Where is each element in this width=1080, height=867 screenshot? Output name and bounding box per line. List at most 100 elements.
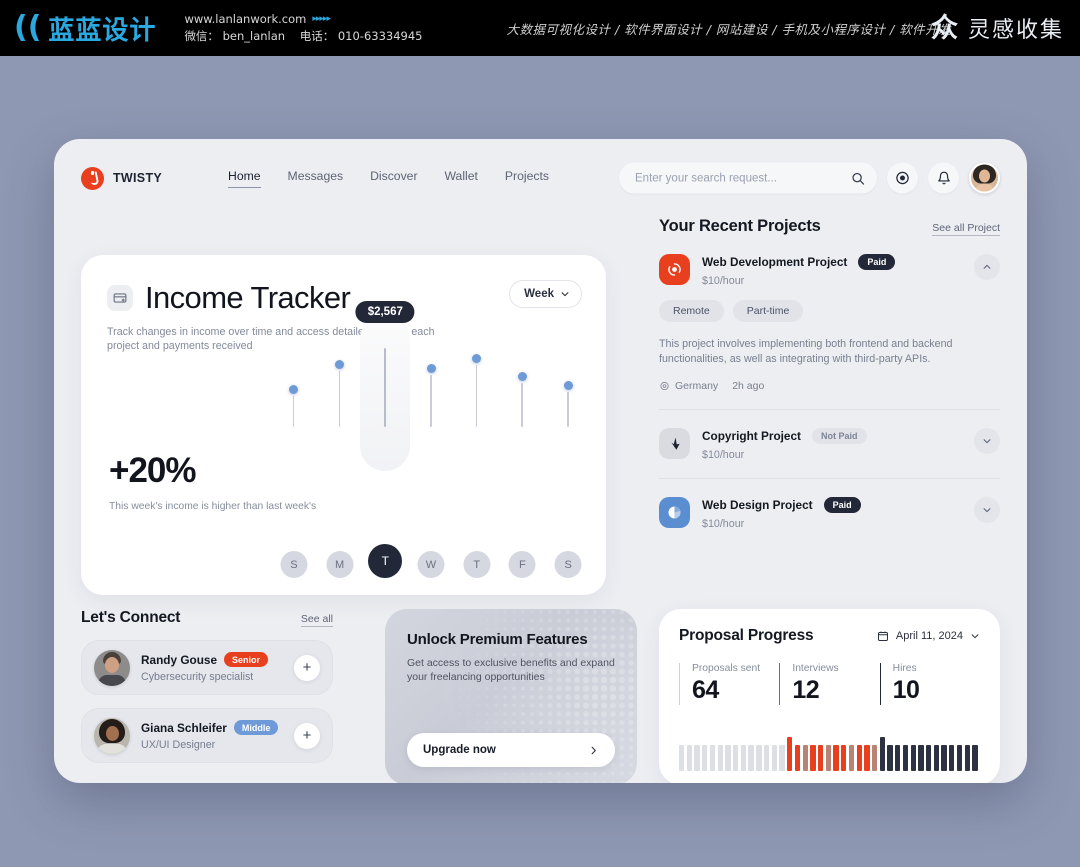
tick-mark [748,745,754,771]
chart-day-label-5[interactable]: F [508,551,536,578]
target-icon-button[interactable] [887,162,918,194]
tick-mark [833,745,839,771]
stat-label: Interviews [792,663,839,674]
project-meta: Germany 2h ago [659,380,1000,392]
tick-mark [810,745,816,771]
recent-projects-title: Your Recent Projects [659,217,821,235]
person-name: Giana Schleifer [141,720,227,735]
income-tracker-header: Income Tracker Track changes in income o… [81,255,606,353]
list-item[interactable]: Randy Gouse Senior Cybersecurity special… [81,640,333,695]
chart-column-friday[interactable]: F [499,307,545,582]
expand-project-button[interactable] [974,497,1000,523]
chart-day-label-4[interactable]: T [463,551,491,578]
period-selector[interactable]: Week [509,280,582,308]
search-input[interactable] [635,172,851,184]
chart-stem [338,370,341,427]
avatar [94,649,130,686]
tick-mark [871,745,878,771]
chart-point[interactable] [563,381,573,391]
period-selector-label: Week [524,288,554,300]
date-selector-label: April 11, 2024 [895,630,963,642]
chart-column-monday[interactable]: M [317,307,363,582]
tick-mark [817,745,824,771]
nav-item-home[interactable]: Home [228,169,261,188]
tick-mark [702,745,708,771]
red-node-icon [659,254,690,285]
nav-item-projects[interactable]: Projects [504,169,549,183]
brand[interactable]: TWISTY [81,166,162,190]
chart-day-label-0[interactable]: S [280,551,308,578]
upgrade-button[interactable]: Upgrade now [407,733,615,767]
chart-column-sunday[interactable]: S [271,307,317,582]
divider [659,409,1000,410]
add-person-button[interactable]: + [294,654,320,681]
upgrade-button-label: Upgrade now [423,744,496,756]
chart-day-label-3[interactable]: W [417,551,445,578]
chart-point[interactable] [426,363,436,373]
chart-point[interactable] [289,384,299,394]
income-card-icon [107,285,133,311]
project-name: Copyright Project [702,429,801,443]
person-role: Cybersecurity specialist [141,671,254,683]
tick-mark [779,745,785,771]
tick-mark [941,745,947,771]
watermark-logo: (( 蓝蓝设计 [14,10,156,47]
chart-column-saturday[interactable]: S [545,307,591,582]
income-tracker-title: Income Tracker [145,280,351,315]
date-selector[interactable]: April 11, 2024 [877,630,980,642]
see-all-projects-link[interactable]: See all Project [932,222,1000,236]
lets-connect-see-all[interactable]: See all [300,613,333,627]
project-item[interactable]: Copyright Project Not Paid $10/hour [659,428,1000,461]
status-badge: Not Paid [811,428,867,444]
tick-mark [694,745,700,771]
search-bar[interactable] [619,162,877,194]
recent-projects-section: Your Recent Projects See all Project Web… [659,217,1000,530]
project-chip[interactable]: Part-time [732,300,804,322]
watermark-bar: (( 蓝蓝设计 www.lanlanwork.com ▸▸▸▸▸ 微信： ben… [0,0,1080,56]
notifications-button[interactable] [928,162,959,194]
nav-item-discover[interactable]: Discover [370,169,418,183]
user-avatar[interactable] [969,162,1000,194]
chart-day-label-6[interactable]: S [554,551,582,578]
tick-mark [686,745,693,771]
tick-mark [825,745,831,771]
tick-mark [933,745,940,771]
project-item[interactable]: Web Development Project Paid $10/hour [659,254,1000,287]
chart-point[interactable] [517,371,527,381]
chart-point[interactable] [335,359,345,369]
project-item[interactable]: Web Design Project Paid $10/hour [659,497,1000,530]
stat-proposals-sent: Proposals sent 64 [679,663,779,705]
collapse-project-button[interactable] [974,254,1000,280]
expand-project-button[interactable] [974,428,1000,454]
tick-mark [956,745,963,771]
tick-mark [949,745,955,771]
chart-point[interactable] [472,353,482,363]
nav-item-wallet[interactable]: Wallet [444,169,478,183]
chart-stem [292,395,295,427]
dot-pattern-decoration [385,609,637,783]
app-topbar: TWISTY Home Messages Discover Wallet Pro… [54,139,1027,217]
chart-day-label-1[interactable]: M [326,551,354,578]
project-rate: $10/hour [702,275,745,287]
app-window: TWISTY Home Messages Discover Wallet Pro… [54,139,1027,783]
project-chip[interactable]: Remote [659,300,724,322]
chart-column-wednesday[interactable]: W [408,307,454,582]
chart-tooltip: $2,567 [355,301,415,323]
chart-column-tuesday[interactable]: T [362,307,408,582]
blue-sphere-icon [668,506,681,519]
status-badge: Paid [858,254,896,270]
tick-mark [733,745,739,771]
search-icon[interactable] [851,171,865,185]
arrow-down-icon-wrap [659,428,690,459]
tick-mark [918,745,924,771]
chart-day-label-2[interactable]: T [368,544,403,578]
divider [659,478,1000,479]
project-rate: $10/hour [702,449,745,461]
project-chips: Remote Part-time [659,300,1000,322]
nav-item-messages[interactable]: Messages [287,169,344,183]
chart-column-thursday[interactable]: T [454,307,500,582]
tick-mark [717,745,723,771]
target-icon [896,171,909,185]
add-person-button[interactable]: + [294,722,320,749]
list-item[interactable]: Giana Schleifer Middle UX/UI Designer + [81,708,333,763]
